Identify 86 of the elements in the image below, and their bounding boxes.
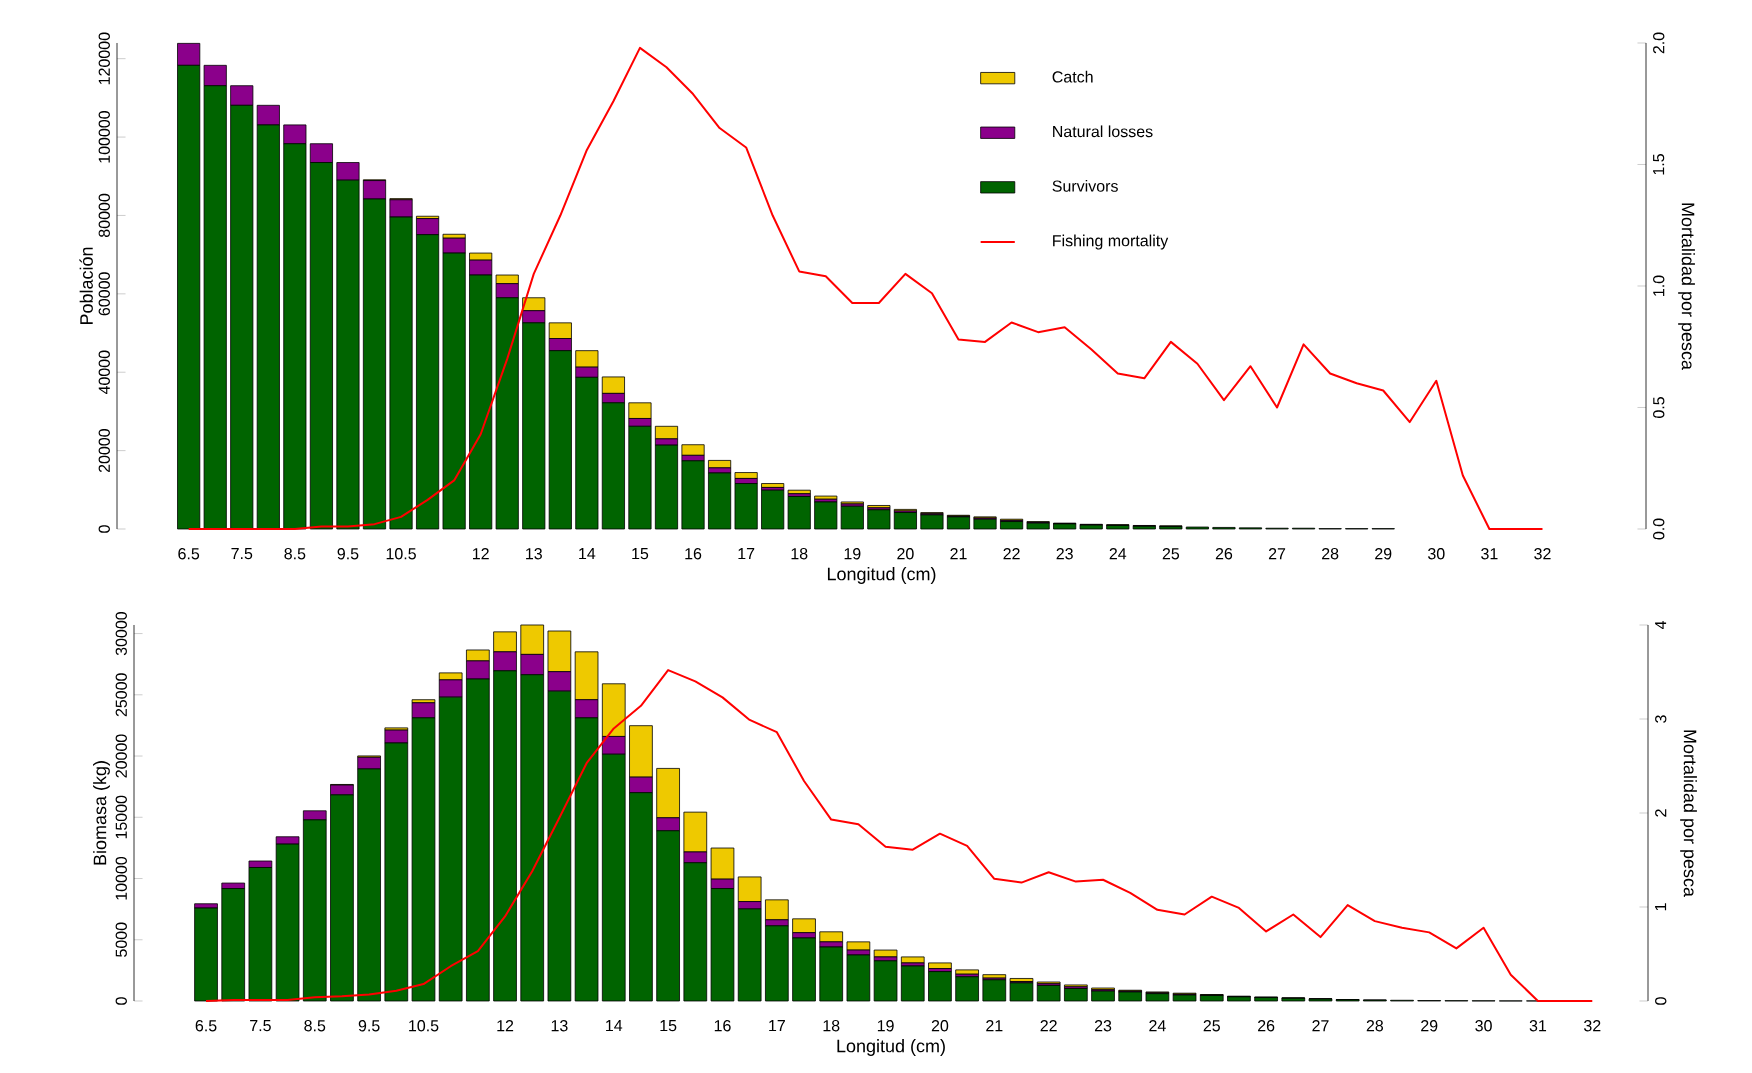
x-tick-label: 26 bbox=[1258, 1020, 1275, 1032]
y-tick-label: 10000 bbox=[115, 856, 127, 900]
y2-tick-label: 0.0 bbox=[1653, 518, 1665, 540]
x-tick-label: 8.5 bbox=[304, 1020, 326, 1032]
x-tick-label: 6.5 bbox=[178, 548, 200, 560]
y2-axis-title: Mortalidad por pesca bbox=[1680, 730, 1697, 897]
x-tick-label: 29 bbox=[1421, 1020, 1438, 1032]
y-tick-label: 20000 bbox=[98, 428, 110, 473]
x-tick-label: 27 bbox=[1312, 1020, 1329, 1032]
x-tick-label: 7.5 bbox=[250, 1020, 271, 1032]
x-tick-label: 20 bbox=[897, 548, 914, 560]
x-tick-label: 28 bbox=[1366, 1020, 1384, 1032]
y2-tick-label: 0 bbox=[1655, 997, 1667, 1005]
x-axis-title: Longitud (cm) bbox=[837, 1039, 945, 1056]
x-tick-label: 21 bbox=[950, 548, 967, 560]
y-tick-label: 20000 bbox=[115, 734, 127, 778]
x-tick-label: 31 bbox=[1481, 548, 1498, 560]
legend-label: Natural losses bbox=[1053, 125, 1153, 138]
legend-label: Survivors bbox=[1052, 180, 1118, 192]
y2-tick-label: 0.5 bbox=[1653, 397, 1665, 418]
x-axis-title: Longitud (cm) bbox=[827, 567, 936, 584]
x-tick-label: 25 bbox=[1203, 1020, 1220, 1032]
x-tick-label: 24 bbox=[1109, 548, 1127, 560]
x-tick-label: 26 bbox=[1215, 548, 1233, 560]
y-tick-label: 0 bbox=[98, 525, 110, 533]
y2-tick-label: 1 bbox=[1655, 903, 1667, 911]
y-tick-label: 5000 bbox=[115, 922, 127, 957]
x-tick-label: 18 bbox=[791, 548, 808, 560]
y2-tick-label: 1.0 bbox=[1653, 275, 1665, 296]
y2-axis-title: Mortalidad por pesca bbox=[1678, 203, 1695, 370]
y-tick-label: 120000 bbox=[98, 32, 110, 85]
x-tick-label: 14 bbox=[579, 548, 596, 560]
x-tick-label: 32 bbox=[1583, 1020, 1601, 1032]
x-tick-label: 17 bbox=[769, 1020, 785, 1032]
x-tick-label: 7.5 bbox=[231, 548, 253, 560]
x-tick-label: 30 bbox=[1475, 1020, 1492, 1032]
y-tick-label: 60000 bbox=[98, 272, 110, 316]
x-tick-label: 16 bbox=[685, 548, 702, 560]
x-tick-label: 9.5 bbox=[337, 548, 359, 560]
x-tick-label: 10.5 bbox=[386, 548, 416, 560]
x-tick-label: 31 bbox=[1529, 1020, 1547, 1032]
x-tick-label: 29 bbox=[1375, 548, 1392, 560]
x-tick-label: 6.5 bbox=[195, 1020, 217, 1032]
y2-tick-label: 1.5 bbox=[1653, 154, 1665, 175]
legend-label: Fishing mortality bbox=[1053, 234, 1169, 250]
y2-tick-label: 3 bbox=[1655, 715, 1667, 723]
x-tick-label: 10.5 bbox=[409, 1020, 439, 1032]
x-tick-label: 27 bbox=[1268, 548, 1286, 560]
y2-tick-label: 2 bbox=[1655, 809, 1667, 817]
x-tick-label: 25 bbox=[1162, 548, 1180, 560]
x-tick-label: 12 bbox=[473, 548, 489, 560]
y-tick-label: 0 bbox=[115, 997, 127, 1005]
y-tick-label: 25000 bbox=[115, 673, 127, 717]
x-tick-label: 12 bbox=[497, 1020, 514, 1032]
x-tick-label: 8.5 bbox=[284, 548, 306, 560]
x-tick-label: 14 bbox=[606, 1020, 623, 1032]
y-tick-label: 80000 bbox=[98, 193, 110, 237]
x-tick-label: 20 bbox=[931, 1020, 949, 1032]
x-tick-label: 19 bbox=[877, 1020, 894, 1032]
y-axis-title: Biomasa (kg) bbox=[93, 761, 110, 865]
x-tick-label: 16 bbox=[714, 1020, 731, 1032]
legend-label: Catch bbox=[1052, 70, 1093, 83]
x-tick-label: 13 bbox=[526, 548, 542, 560]
y-tick-label: 15000 bbox=[115, 795, 127, 839]
x-tick-label: 13 bbox=[551, 1020, 568, 1032]
y2-tick-label: 2.0 bbox=[1653, 32, 1665, 54]
y-axis-title: Población bbox=[79, 247, 93, 325]
x-tick-label: 15 bbox=[632, 548, 649, 560]
x-tick-label: 21 bbox=[986, 1020, 1003, 1032]
y-tick-label: 40000 bbox=[98, 350, 110, 395]
x-tick-label: 32 bbox=[1534, 548, 1551, 560]
x-tick-label: 15 bbox=[660, 1020, 677, 1032]
y2-tick-label: 4 bbox=[1655, 621, 1667, 630]
x-tick-label: 30 bbox=[1428, 548, 1445, 560]
x-tick-label: 22 bbox=[1003, 548, 1020, 560]
y-tick-label: 30000 bbox=[115, 611, 127, 656]
x-tick-label: 22 bbox=[1040, 1020, 1057, 1032]
x-tick-label: 28 bbox=[1322, 548, 1339, 560]
x-tick-label: 17 bbox=[738, 548, 755, 560]
x-tick-label: 23 bbox=[1056, 548, 1073, 560]
x-tick-label: 9.5 bbox=[358, 1020, 380, 1032]
x-tick-label: 24 bbox=[1149, 1020, 1166, 1032]
x-tick-label: 19 bbox=[844, 548, 861, 560]
x-tick-label: 23 bbox=[1094, 1020, 1112, 1032]
y-tick-label: 100000 bbox=[98, 111, 110, 163]
x-tick-label: 18 bbox=[823, 1020, 840, 1032]
